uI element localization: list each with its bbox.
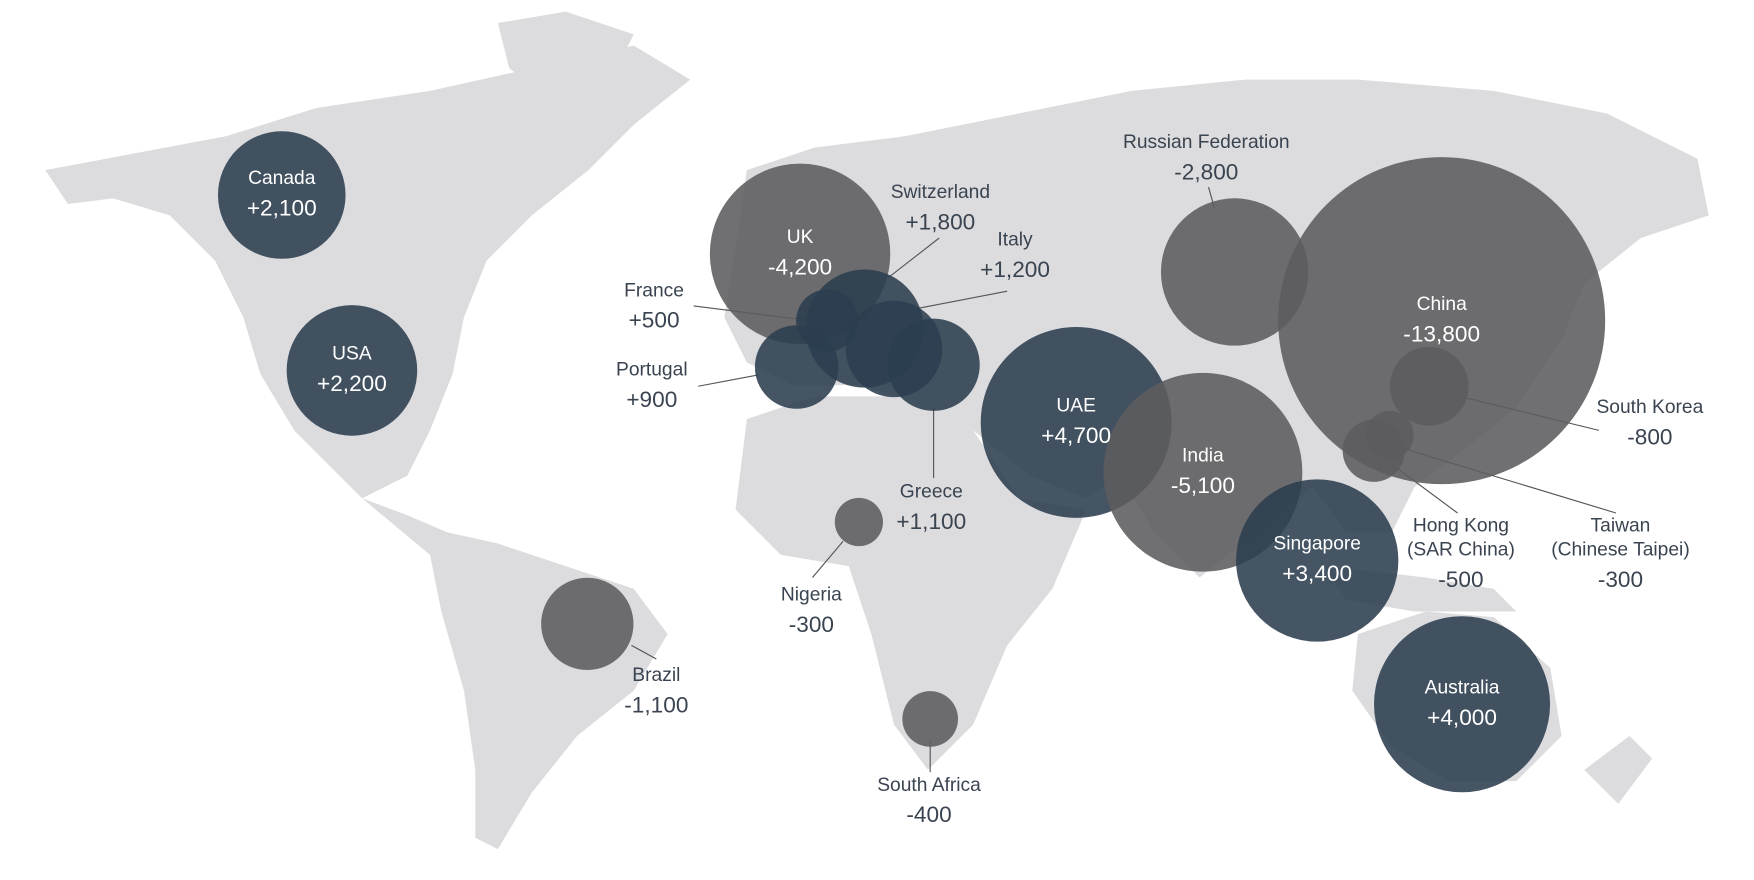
- bubble: [754, 325, 839, 409]
- country-name: South Korea: [1596, 397, 1703, 418]
- bubble: [834, 497, 884, 547]
- bubble: [1278, 157, 1606, 485]
- value-label: -13,800: [1403, 321, 1480, 346]
- country-name: UK: [787, 227, 814, 248]
- labels: Canada +2,100 USA +2,200 UK -4,200 Switzerland…: [247, 132, 1704, 827]
- value-label: -1,100: [624, 692, 688, 717]
- value-label: -800: [1627, 424, 1672, 449]
- country-name: Switzerland: [891, 182, 990, 203]
- value-label: +4,700: [1041, 423, 1111, 448]
- value-label: +4,000: [1427, 705, 1497, 730]
- country-name: India: [1182, 445, 1224, 466]
- country-name: China: [1417, 294, 1468, 315]
- leader-line: [887, 237, 940, 279]
- value-label: +900: [626, 387, 677, 412]
- leader-line: [698, 374, 759, 387]
- value-label: +1,200: [980, 257, 1050, 282]
- value-label: -300: [789, 612, 834, 637]
- country-name: Canada: [248, 168, 316, 189]
- value-label: -300: [1598, 567, 1643, 592]
- country-name: Greece: [900, 482, 963, 503]
- value-label: -5,100: [1171, 473, 1235, 498]
- country-name: Portugal: [616, 359, 688, 380]
- country-name: UAE: [1056, 396, 1096, 417]
- value-label: -2,800: [1174, 159, 1238, 184]
- bubble: [1160, 198, 1309, 346]
- bubble: [541, 577, 634, 671]
- country-name: USA: [332, 344, 372, 365]
- bubbles: [217, 131, 1606, 793]
- country-name: Brazil: [632, 665, 680, 686]
- country-name: Australia: [1425, 677, 1500, 698]
- bubble: [217, 131, 346, 259]
- bubble: [1236, 479, 1399, 642]
- country-name: Hong Kong: [1413, 516, 1509, 537]
- bubble: [887, 318, 980, 411]
- leader-line: [631, 644, 657, 660]
- country-name: Singapore: [1273, 534, 1361, 555]
- country-name: Taiwan: [1591, 516, 1651, 537]
- value-label: -4,200: [768, 255, 832, 280]
- leader-line: [812, 540, 844, 578]
- bubble: [1365, 410, 1414, 460]
- country-name: Russian Federation: [1123, 132, 1290, 153]
- country-name: (SAR China): [1407, 539, 1515, 560]
- value-label: -400: [906, 802, 951, 827]
- country-name: South Africa: [877, 775, 981, 796]
- bubble: [902, 691, 959, 747]
- value-label: +2,100: [247, 196, 317, 221]
- value-label: -500: [1438, 567, 1483, 592]
- country-name: Italy: [997, 229, 1033, 250]
- value-label: +1,800: [905, 209, 975, 234]
- value-label: +2,200: [317, 371, 387, 396]
- bubble: [1389, 346, 1469, 426]
- bubble: [1374, 616, 1551, 793]
- leader-line: [918, 290, 1008, 309]
- value-label: +500: [629, 308, 680, 333]
- value-label: +3,400: [1282, 561, 1352, 586]
- bubble: [286, 305, 418, 436]
- country-name: France: [624, 280, 684, 301]
- country-name: (Chinese Taipei): [1551, 539, 1690, 560]
- country-name: Nigeria: [781, 585, 842, 606]
- value-label: +1,100: [896, 509, 966, 534]
